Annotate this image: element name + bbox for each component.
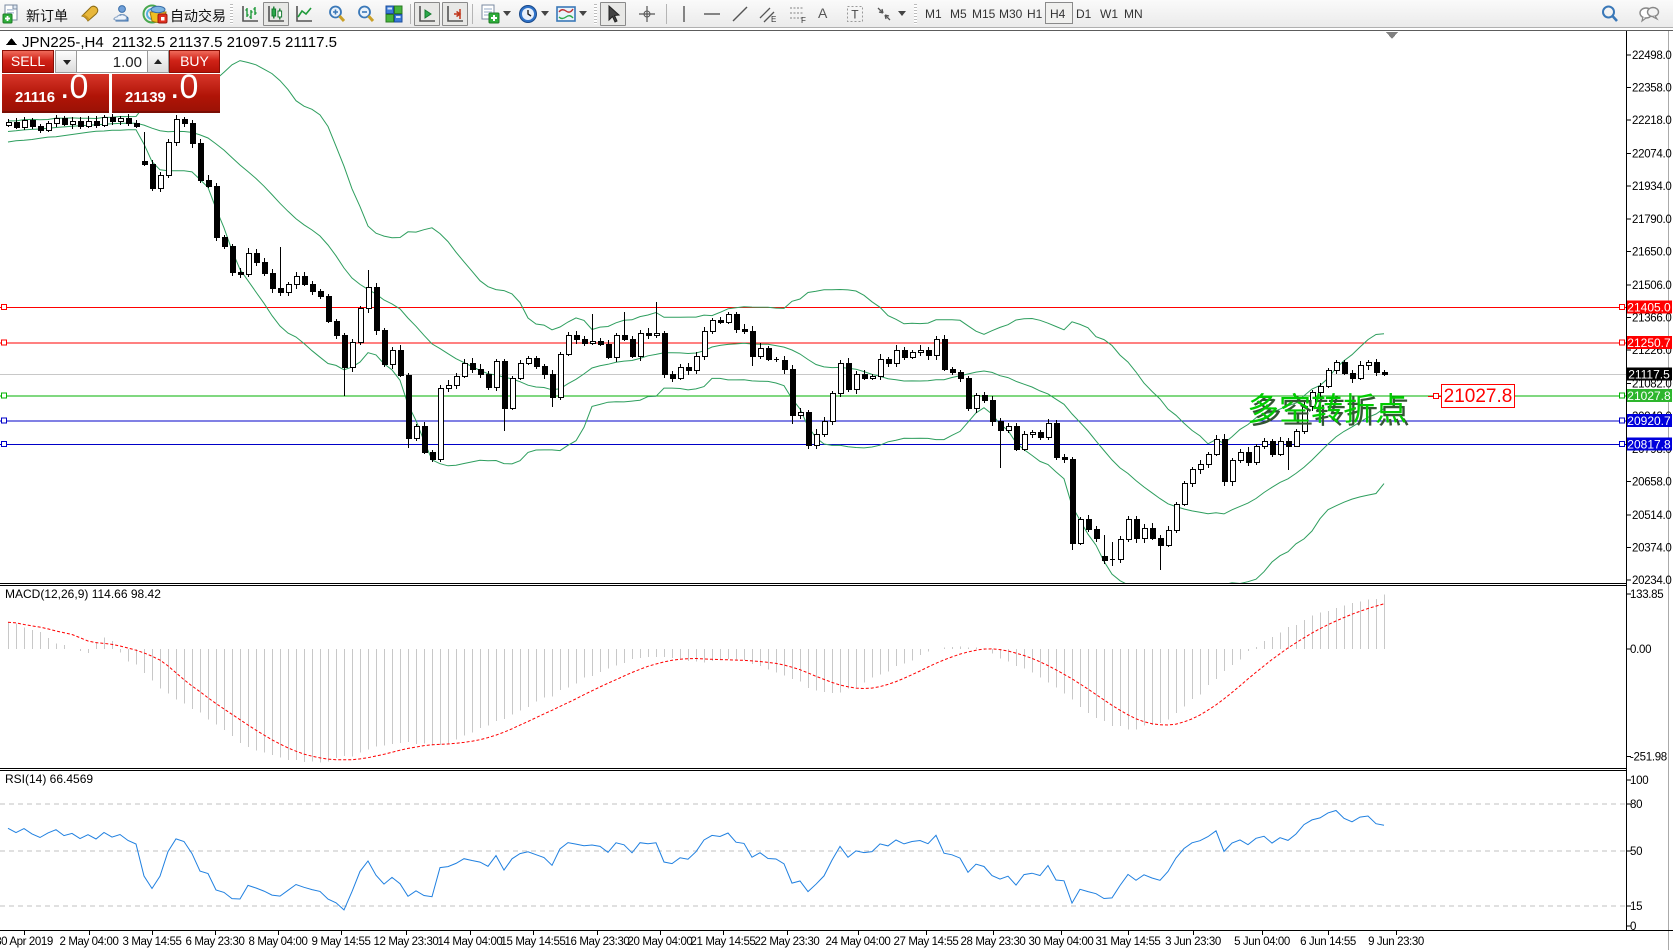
svg-text:0: 0 [1630, 921, 1636, 933]
svg-text:21934.0: 21934.0 [1632, 181, 1671, 193]
svg-text:21366.0: 21366.0 [1632, 313, 1671, 325]
svg-text:100: 100 [1630, 775, 1648, 787]
svg-text:22218.0: 22218.0 [1632, 115, 1671, 127]
svg-text:T: T [851, 8, 859, 22]
svg-text:21405.0: 21405.0 [1627, 301, 1671, 315]
svg-text:9 May 14:55: 9 May 14:55 [312, 936, 371, 948]
svg-text:12 May 23:30: 12 May 23:30 [374, 936, 439, 948]
svg-text:-251.98: -251.98 [1630, 751, 1667, 763]
svg-text:6 May 23:30: 6 May 23:30 [186, 936, 245, 948]
svg-text:21506.0: 21506.0 [1632, 280, 1671, 292]
svg-text:15 May 14:55: 15 May 14:55 [501, 936, 566, 948]
svg-text:20658.0: 20658.0 [1632, 477, 1671, 489]
svg-text:JPN225-,H4 21132.5 21137.5 21: JPN225-,H4 21132.5 21137.5 21097.5 21117… [22, 34, 337, 51]
svg-text:22 May 23:30: 22 May 23:30 [755, 936, 820, 948]
svg-text:31 May 14:55: 31 May 14:55 [1096, 936, 1161, 948]
svg-text:20920.7: 20920.7 [1627, 414, 1671, 428]
svg-text:21650.0: 21650.0 [1632, 247, 1671, 259]
svg-text:22074.0: 22074.0 [1632, 148, 1671, 160]
svg-text:20817.8: 20817.8 [1627, 438, 1671, 452]
svg-text:6 Jun 14:55: 6 Jun 14:55 [1300, 936, 1356, 948]
svg-text:21027.8: 21027.8 [1444, 386, 1513, 407]
svg-text:21 May 14:55: 21 May 14:55 [691, 936, 756, 948]
svg-text:21082.0: 21082.0 [1632, 378, 1671, 390]
svg-text:30 May 04:00: 30 May 04:00 [1029, 936, 1094, 948]
svg-text:21117.5: 21117.5 [1628, 368, 1670, 382]
svg-text:5 Jun 04:00: 5 Jun 04:00 [1234, 936, 1290, 948]
svg-text:MACD(12,26,9) 114.66 98.42: MACD(12,26,9) 114.66 98.42 [5, 587, 161, 601]
svg-text:9 Jun 23:30: 9 Jun 23:30 [1368, 936, 1424, 948]
svg-text:80: 80 [1630, 799, 1642, 811]
svg-text:3 Jun 23:30: 3 Jun 23:30 [1165, 936, 1221, 948]
svg-text:21790.0: 21790.0 [1632, 214, 1671, 226]
svg-text:22358.0: 22358.0 [1632, 83, 1671, 95]
svg-text:8 May 04:00: 8 May 04:00 [249, 936, 308, 948]
svg-text:14 May 04:00: 14 May 04:00 [438, 936, 503, 948]
svg-text:16 May 23:30: 16 May 23:30 [565, 936, 630, 948]
svg-text:多空转折点: 多空转折点 [1247, 391, 1407, 427]
svg-text:21027.8: 21027.8 [1627, 389, 1671, 403]
svg-text:24 May 04:00: 24 May 04:00 [826, 936, 891, 948]
svg-text:28 May 23:30: 28 May 23:30 [961, 936, 1026, 948]
svg-text:3 May 14:55: 3 May 14:55 [123, 936, 182, 948]
svg-text:E: E [771, 15, 776, 24]
svg-text:2 May 04:00: 2 May 04:00 [60, 936, 119, 948]
svg-text:133.85: 133.85 [1630, 589, 1663, 601]
svg-text:22498.0: 22498.0 [1632, 50, 1671, 62]
svg-text:27 May 14:55: 27 May 14:55 [894, 936, 959, 948]
svg-text:多空转折点: 多空转折点 [1250, 394, 1410, 430]
svg-text:F: F [801, 16, 806, 24]
svg-text:20514.0: 20514.0 [1632, 510, 1671, 522]
svg-text:0.00: 0.00 [1630, 644, 1651, 656]
svg-text:50: 50 [1630, 846, 1642, 858]
svg-text:RSI(14) 66.4569: RSI(14) 66.4569 [5, 772, 93, 786]
svg-text:20234.0: 20234.0 [1632, 575, 1671, 587]
svg-text:20374.0: 20374.0 [1632, 543, 1671, 555]
svg-text:21250.7: 21250.7 [1627, 336, 1671, 350]
svg-text:30 Apr 2019: 30 Apr 2019 [0, 936, 53, 948]
svg-text:20 May 04:00: 20 May 04:00 [628, 936, 693, 948]
svg-text:15: 15 [1630, 901, 1642, 913]
